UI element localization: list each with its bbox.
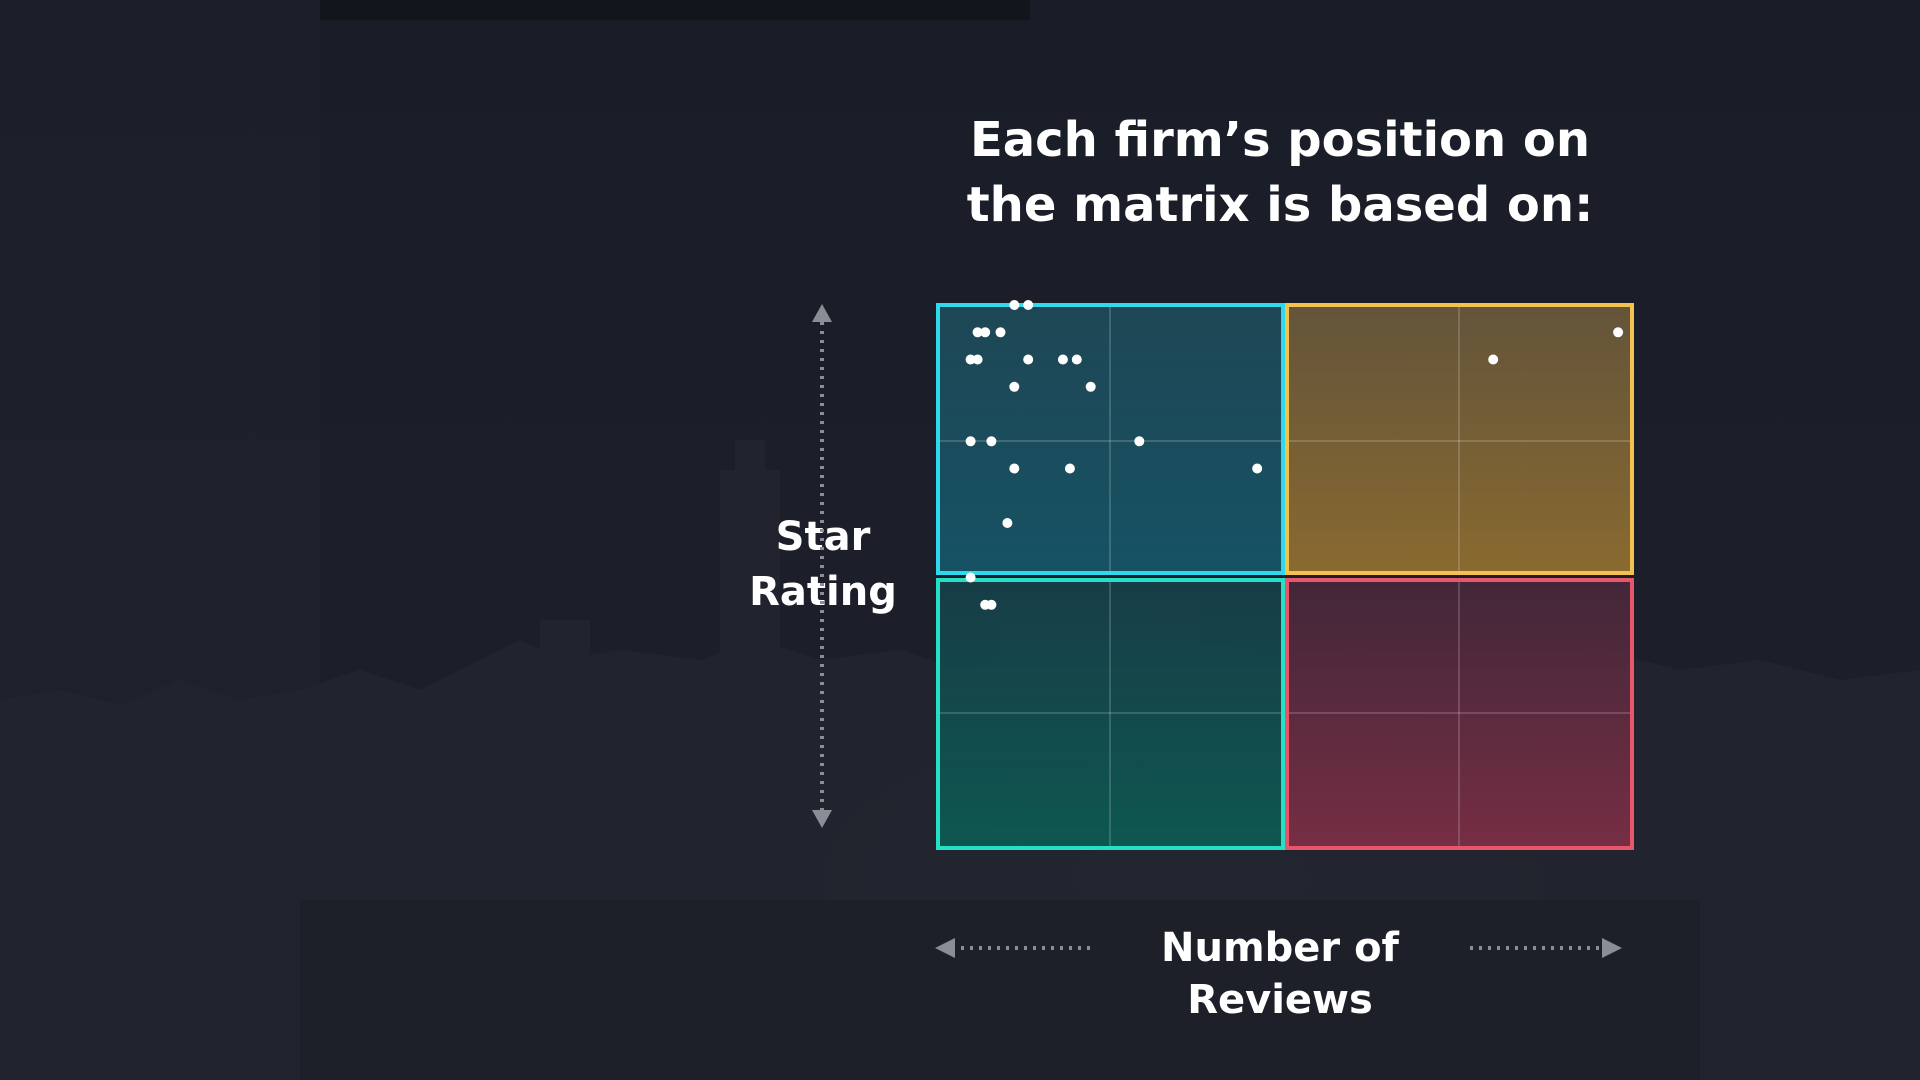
chart-title: Each firm’s position on the matrix is ba… — [930, 108, 1630, 238]
chart-title-line-2: the matrix is based on: — [966, 177, 1594, 233]
arrow-down-icon — [812, 810, 832, 828]
quadrant-bottom-right — [1285, 578, 1634, 850]
data-point — [1488, 354, 1499, 365]
data-point — [1064, 463, 1075, 474]
data-point — [1023, 354, 1034, 365]
data-point — [1071, 354, 1082, 365]
data-point — [1009, 463, 1020, 474]
data-point — [1002, 518, 1013, 528]
x-axis-label: Number of Reviews — [1161, 925, 1399, 1023]
y-axis-arrow — [812, 304, 832, 828]
data-point — [1057, 354, 1068, 365]
data-point — [1613, 327, 1624, 338]
chart-title-line-1: Each firm’s position on — [969, 112, 1591, 168]
x-axis-arrow — [935, 938, 1622, 958]
data-point — [986, 436, 997, 447]
arrow-right-icon — [1602, 938, 1622, 958]
data-point — [986, 599, 997, 610]
quadrant-bottom-left — [936, 578, 1285, 850]
data-point — [995, 327, 1006, 338]
arrow-up-icon — [812, 304, 832, 322]
data-points — [965, 300, 1624, 610]
top-bar — [320, 0, 1030, 20]
data-point — [1252, 463, 1263, 474]
data-point — [1085, 381, 1096, 392]
data-point — [1134, 436, 1145, 447]
data-point — [1023, 300, 1034, 310]
data-point — [972, 354, 983, 365]
data-point — [1009, 300, 1020, 310]
data-point — [965, 354, 976, 365]
quadrant-top-right — [1285, 303, 1634, 575]
data-point — [1009, 381, 1020, 392]
data-point — [972, 327, 983, 338]
data-point — [965, 572, 976, 583]
data-point — [965, 436, 976, 447]
data-point — [980, 327, 991, 338]
arrow-left-icon — [935, 938, 955, 958]
grid-lines — [940, 307, 1630, 846]
